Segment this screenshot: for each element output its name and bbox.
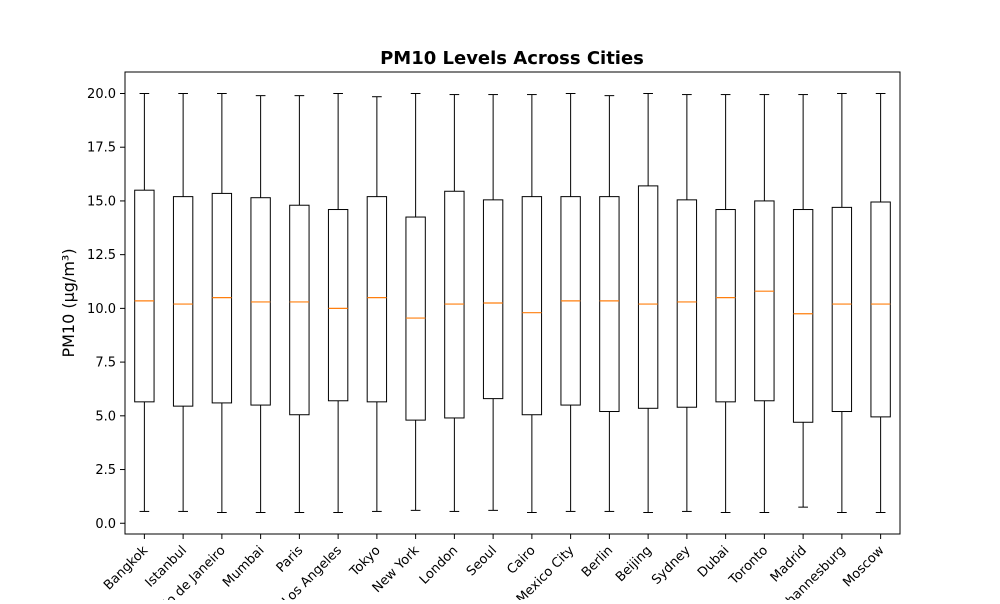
box-iqr	[134, 189, 155, 403]
chart-title: PM10 Levels Across Cities	[380, 48, 644, 69]
y-tick-label: 20.0	[87, 87, 116, 102]
x-tick-label: Berlin	[579, 543, 616, 580]
plot-frame	[124, 71, 901, 535]
box-iqr	[870, 201, 891, 418]
y-tick-label: 2.5	[95, 463, 116, 478]
box-iqr	[366, 196, 388, 403]
x-tick-label: Moscow	[840, 543, 887, 590]
box-iqr	[599, 196, 620, 413]
x-tick-label: Bangkok	[101, 543, 151, 593]
x-tick-label: Tokyo	[347, 543, 384, 580]
x-tick-label: London	[417, 543, 461, 587]
y-tick-label: 10.0	[87, 302, 116, 317]
box-iqr	[482, 199, 504, 400]
x-tick-label: Beijing	[613, 543, 655, 585]
x-tick-label: Sydney	[649, 543, 694, 588]
box-iqr	[792, 209, 814, 423]
y-axis-label: PM10 (µg/m³)	[59, 248, 78, 357]
x-tick-label: Toronto	[726, 543, 771, 588]
plot-area: 0.02.55.07.510.012.515.017.520.0BangkokI…	[87, 87, 891, 604]
y-tick-label: 17.5	[87, 141, 116, 156]
box-iqr	[172, 196, 194, 407]
y-tick-label: 7.5	[95, 356, 116, 371]
box-iqr	[831, 206, 853, 413]
box-iqr	[289, 204, 310, 416]
box-iqr	[521, 196, 543, 416]
x-tick-label: Paris	[274, 543, 307, 576]
box-iqr	[676, 199, 698, 408]
y-tick-label: 5.0	[95, 409, 116, 424]
x-tick-label: Cairo	[504, 543, 538, 577]
box-iqr	[715, 209, 736, 403]
y-tick-label: 15.0	[87, 194, 116, 209]
y-tick-label: 12.5	[87, 248, 116, 263]
y-tick-label: 0.0	[95, 517, 116, 532]
box-iqr	[327, 209, 349, 402]
x-tick-label: Seoul	[464, 543, 500, 579]
x-tick-label: Mumbai	[220, 543, 267, 590]
box-iqr	[637, 185, 659, 409]
box-iqr	[754, 200, 775, 402]
x-tick-label: Dubai	[695, 543, 733, 581]
